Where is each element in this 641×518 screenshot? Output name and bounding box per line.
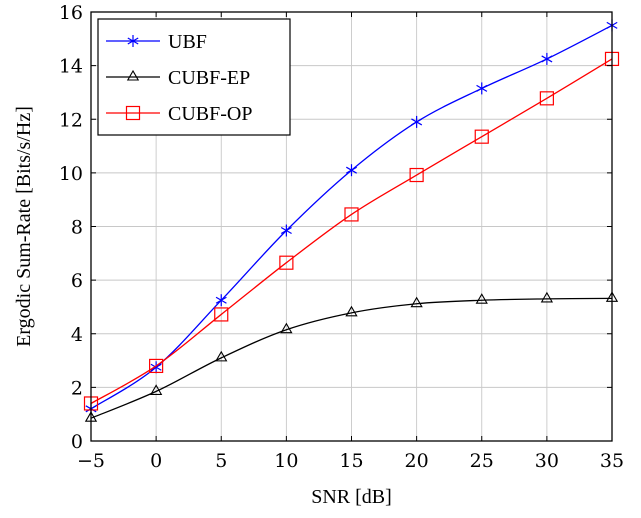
data-point-cubf-ep — [410, 296, 423, 308]
axis-ticks — [90, 11, 613, 442]
y-tick-label: 0 — [71, 431, 83, 453]
data-point-cubf-op — [149, 358, 164, 374]
data-point-cubf-ep — [215, 350, 228, 362]
data-point-ubf — [411, 115, 423, 128]
series-cubf-op — [83, 51, 620, 411]
legend-marker-cubf-op — [125, 105, 141, 121]
data-point-cubf-ep — [280, 322, 293, 334]
data-point-cubf-op — [279, 255, 294, 270]
x-tick-label: 10 — [274, 450, 298, 472]
x-tick-label: 35 — [600, 450, 624, 472]
y-tick-label: 2 — [71, 377, 83, 399]
data-point-cubf-op — [214, 307, 229, 322]
x-tick-label: 20 — [405, 450, 429, 472]
legend-label-ubf: UBF — [168, 31, 207, 53]
data-point-cubf-ep — [475, 293, 488, 304]
y-tick-label: 10 — [59, 163, 83, 185]
data-point-cubf-op — [344, 207, 359, 222]
y-axis-title: Ergodic Sum-Rate [Bits/s/Hz] — [13, 106, 35, 347]
legend-label-cubf-op: CUBF-OP — [168, 103, 252, 125]
x-tick-label: 30 — [535, 450, 559, 472]
data-point-cubf-op — [539, 91, 554, 106]
y-tick-label: 14 — [59, 56, 83, 78]
x-tick-label: 5 — [215, 450, 227, 472]
legend-marker-ubf — [127, 35, 139, 47]
legend-label-cubf-ep: CUBF-EP — [168, 67, 250, 89]
legend-item-cubf-ep: CUBF-EP — [106, 67, 250, 89]
data-point-ubf — [541, 52, 553, 65]
legend-item-ubf: UBF — [106, 31, 207, 53]
series-line-cubf-op — [90, 58, 613, 405]
series-ubf — [85, 19, 618, 415]
x-tick-label: −5 — [77, 450, 105, 472]
data-point-ubf — [150, 361, 162, 374]
x-tick-label: 0 — [150, 450, 162, 472]
data-point-cubf-ep — [540, 291, 554, 303]
x-axis-title: SNR [dB] — [311, 486, 392, 508]
data-point-ubf — [280, 224, 292, 237]
data-point-cubf-ep — [149, 384, 163, 395]
data-point-ubf — [346, 164, 357, 177]
y-tick-label: 6 — [71, 270, 83, 292]
data-point-cubf-op — [409, 167, 424, 183]
y-tick-label: 4 — [71, 324, 83, 346]
x-tick-label: 25 — [470, 450, 494, 472]
y-tick-label: 12 — [59, 109, 83, 131]
series-line-cubf-ep — [90, 297, 613, 419]
data-point-ubf — [476, 82, 488, 95]
x-tick-label: 15 — [339, 450, 363, 472]
legend: UBF CUBF-EP CUBF-OP — [97, 18, 291, 136]
data-point-ubf — [215, 294, 227, 307]
data-point-cubf-op — [474, 129, 489, 144]
y-tick-label: 16 — [59, 2, 83, 24]
series-layer — [83, 19, 620, 422]
legend-item-cubf-op: CUBF-OP — [106, 103, 252, 125]
data-point-cubf-ep — [345, 305, 358, 317]
legend-marker-cubf-ep — [126, 69, 140, 81]
y-tick-label: 8 — [71, 217, 83, 239]
